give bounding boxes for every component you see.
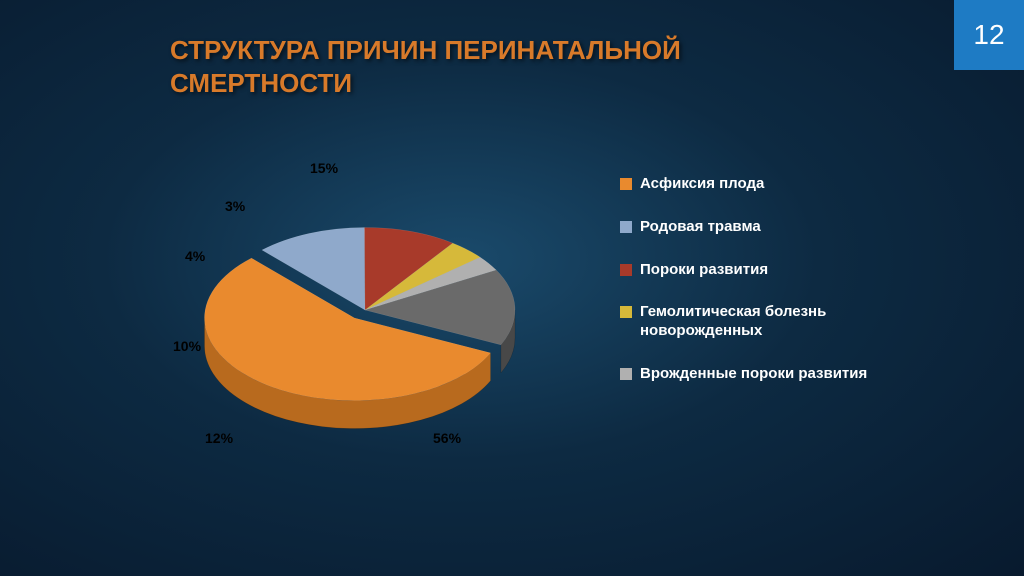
legend-item: Асфиксия плода [620, 175, 890, 194]
legend-item: Гемолитическая болезнь новорожденных [620, 303, 890, 341]
legend-swatch [620, 306, 632, 318]
slice-percent-label: 4% [185, 248, 205, 264]
slide-title: СТРУКТУРА ПРИЧИН ПЕРИНАТАЛЬНОЙ СМЕРТНОСТ… [170, 34, 730, 99]
slice-percent-label: 10% [173, 338, 201, 354]
legend-item: Врожденные пороки развития [620, 365, 890, 384]
legend-swatch [620, 368, 632, 380]
legend-label: Родовая травма [640, 218, 761, 237]
legend-swatch [620, 178, 632, 190]
legend-label: Пороки развития [640, 261, 768, 280]
slice-percent-label: 15% [310, 160, 338, 176]
legend-swatch [620, 221, 632, 233]
slice-percent-label: 12% [205, 430, 233, 446]
legend-label: Врожденные пороки развития [640, 365, 867, 384]
slice-percent-label: 3% [225, 198, 245, 214]
legend-swatch [620, 264, 632, 276]
slice-percent-label: 56% [433, 430, 461, 446]
legend-item: Пороки развития [620, 261, 890, 280]
pie-chart: 56% 12% 10% 4% 3% 15% [155, 130, 575, 490]
page-number-badge: 12 [954, 0, 1024, 70]
legend-label: Гемолитическая болезнь новорожденных [640, 303, 890, 341]
legend-label: Асфиксия плода [640, 175, 764, 194]
legend-item: Родовая травма [620, 218, 890, 237]
chart-legend: Асфиксия плода Родовая травма Пороки разви… [620, 175, 890, 408]
